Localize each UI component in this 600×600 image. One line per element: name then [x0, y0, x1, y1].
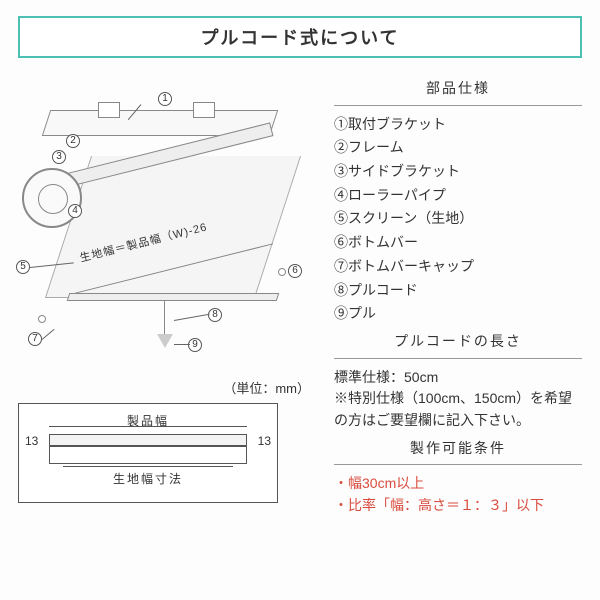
callout-line	[174, 344, 190, 345]
diagram-side-bracket	[22, 168, 82, 228]
diagram-bracket-left	[98, 102, 120, 118]
callout-4: 4	[68, 204, 82, 218]
tech-margin-left: 13	[25, 434, 38, 448]
left-column: 生地幅＝製品幅（W)-26 1 2 3 4 5 6 7 8 9 （単位：mm） …	[18, 78, 318, 517]
tech-screen	[49, 446, 247, 464]
cord-std: 標準仕様：50cm	[334, 367, 582, 389]
part-item: ⑤スクリーン（生地）	[334, 208, 582, 230]
section-title-conditions: 製作可能条件	[334, 438, 582, 466]
diagram-pull	[157, 334, 173, 348]
diagram-cord	[164, 300, 165, 336]
cord-note: ※特別仕様（100cm、150cm）を希望の方はご要望欄に記入下さい。	[334, 388, 582, 431]
conditions-block: ・幅30cm以上 ・比率「幅：高さ＝１：３」以下	[334, 473, 582, 516]
tech-roller	[49, 434, 247, 446]
diagram-cap-right	[278, 268, 286, 276]
callout-6: 6	[288, 264, 302, 278]
callout-2: 2	[66, 134, 80, 148]
section-title-parts: 部品仕様	[334, 78, 582, 106]
part-item: ⑥ボトムバー	[334, 232, 582, 254]
callout-3: 3	[52, 150, 66, 164]
condition-item: ・幅30cm以上	[334, 473, 582, 495]
unit-note: （単位：mm）	[18, 378, 318, 397]
parts-list: ①取付ブラケット ②フレーム ③サイドブラケット ④ローラーパイプ ⑤スクリーン…	[334, 114, 582, 325]
diagram-cap-left	[38, 315, 46, 323]
callout-5: 5	[16, 260, 30, 274]
part-item: ③サイドブラケット	[334, 161, 582, 183]
right-column: 部品仕様 ①取付ブラケット ②フレーム ③サイドブラケット ④ローラーパイプ ⑤…	[334, 78, 582, 517]
tech-label-center: 生地幅寸法	[19, 470, 277, 487]
callout-9: 9	[188, 338, 202, 352]
part-item: ④ローラーパイプ	[334, 185, 582, 207]
page-title: プルコード式について	[18, 16, 582, 58]
diagram-bottom-bar	[67, 293, 280, 301]
condition-item: ・比率「幅：高さ＝１：３」以下	[334, 495, 582, 517]
section-title-cord: プルコードの長さ	[334, 331, 582, 359]
part-item: ①取付ブラケット	[334, 114, 582, 136]
part-item: ⑧プルコード	[334, 280, 582, 302]
tech-arrow-top	[49, 426, 247, 427]
callout-7: 7	[28, 332, 42, 346]
product-diagram: 生地幅＝製品幅（W)-26 1 2 3 4 5 6 7 8 9	[18, 78, 308, 368]
diagram-bracket-right	[193, 102, 215, 118]
callout-8: 8	[208, 308, 222, 322]
cord-length-block: 標準仕様：50cm ※特別仕様（100cm、150cm）を希望の方はご要望欄に記…	[334, 367, 582, 432]
callout-1: 1	[158, 92, 172, 106]
part-item: ②フレーム	[334, 137, 582, 159]
callout-line	[174, 314, 210, 321]
tech-arrow-bottom	[63, 466, 233, 467]
part-item: ⑨プル	[334, 303, 582, 325]
tech-margin-right: 13	[258, 434, 271, 448]
cross-section-diagram: 製品幅 13 13 生地幅寸法	[18, 403, 278, 503]
callout-line	[42, 329, 55, 340]
part-item: ⑦ボトムバーキャップ	[334, 256, 582, 278]
main-layout: 生地幅＝製品幅（W)-26 1 2 3 4 5 6 7 8 9 （単位：mm） …	[18, 78, 582, 517]
